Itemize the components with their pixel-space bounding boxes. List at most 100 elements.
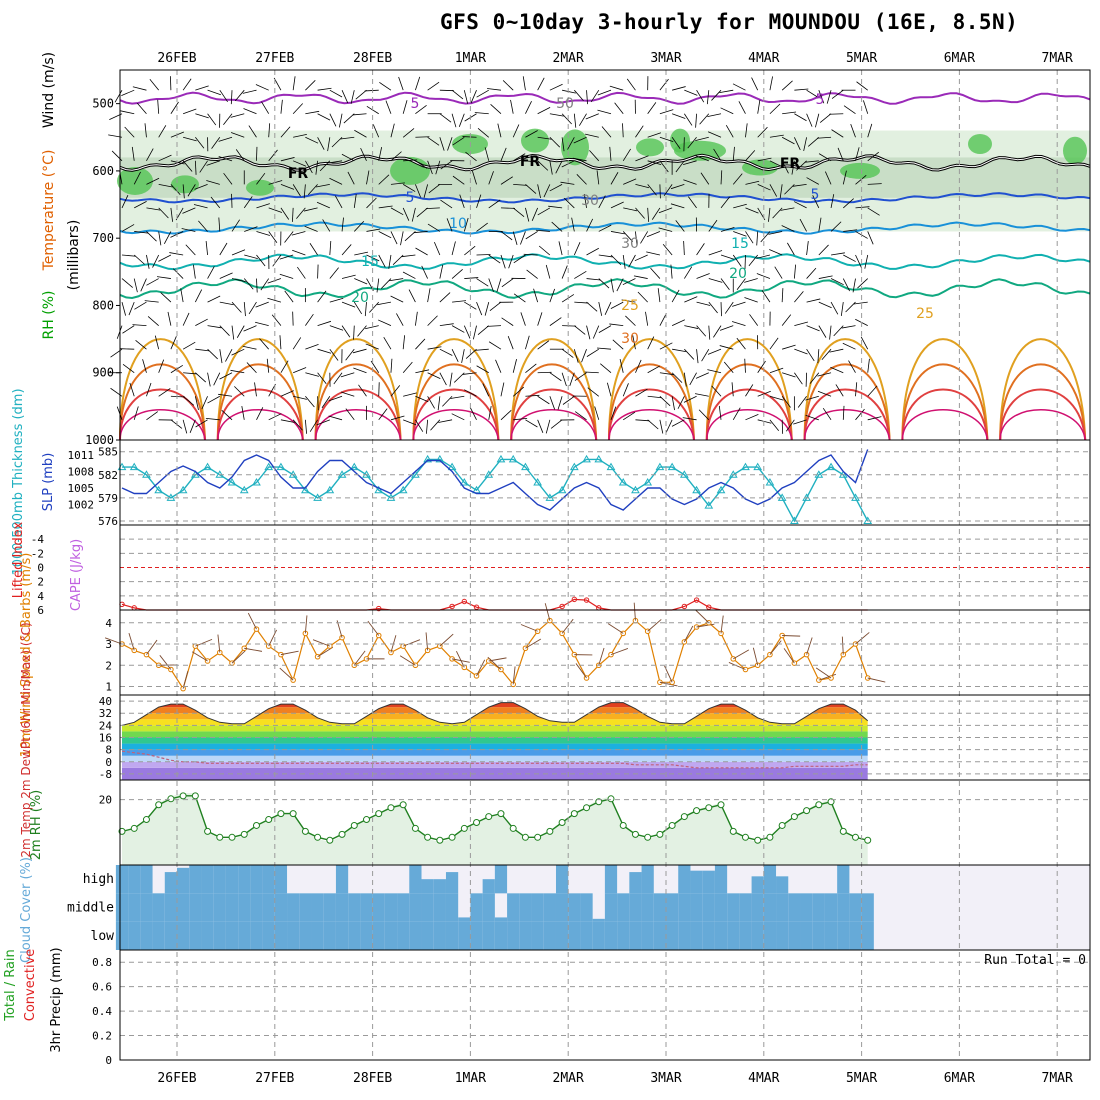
wind-barb	[292, 184, 301, 197]
wind-barb	[796, 160, 807, 171]
cloud-bar	[641, 921, 654, 950]
wind-barb	[415, 247, 428, 256]
upper-air-ylabel: (millibars)	[66, 220, 82, 291]
wind-barb	[695, 113, 697, 128]
wind-barb	[549, 160, 553, 175]
wind-barb	[718, 405, 722, 420]
wind-barb	[305, 344, 319, 350]
wind-barb	[628, 254, 636, 268]
wind-barb	[720, 278, 730, 290]
wind-barb	[366, 254, 380, 262]
wind-barb	[135, 340, 147, 350]
wind-barb	[744, 278, 758, 283]
wind-barb	[694, 393, 709, 397]
wind-barb	[291, 231, 306, 236]
wind-barb	[353, 193, 357, 208]
wind-barb	[231, 278, 246, 283]
wind-barb	[378, 205, 393, 209]
wind-barb	[843, 254, 856, 262]
wind-barb	[863, 100, 869, 114]
pressure-tick-label: 900	[92, 366, 114, 380]
wind-barb	[594, 406, 600, 420]
cloud-bar	[409, 865, 422, 894]
wind-barb	[402, 100, 408, 114]
cloud-bar	[653, 893, 667, 922]
cloud-bar	[250, 893, 263, 922]
wind-barb	[219, 372, 233, 380]
wind-barb	[646, 251, 660, 256]
wind-barb	[817, 390, 832, 397]
wind10-barb	[733, 649, 750, 660]
wind-barb	[562, 89, 576, 94]
wind-barb	[732, 173, 743, 185]
wind-barb	[390, 385, 401, 397]
wind-barb	[500, 147, 507, 161]
wind-barb	[267, 297, 282, 303]
wind-barb	[749, 314, 759, 326]
lifted-tick-label: -4	[31, 533, 45, 546]
wind-barb	[292, 160, 307, 167]
cloud-bar	[837, 893, 850, 922]
cloud-bar	[543, 893, 556, 922]
wind-barb	[402, 335, 406, 350]
wind-barb	[248, 125, 257, 138]
cloud-bar	[164, 893, 178, 922]
wind-barb	[340, 391, 355, 397]
wind-barb	[396, 313, 404, 326]
cloud-bar	[800, 921, 813, 950]
wind-barb	[780, 207, 795, 211]
wind-barb	[340, 136, 355, 140]
wind-barb	[280, 183, 295, 190]
temp-contour-lobe	[608, 363, 695, 441]
wind-barb	[321, 396, 331, 409]
wind-barb	[465, 348, 477, 359]
cloud-bar	[837, 921, 850, 950]
wind-barb	[341, 325, 351, 338]
rh2m-point	[558, 819, 566, 826]
temp-color-band	[122, 767, 868, 780]
wind-barb	[244, 254, 258, 260]
thickness-ylabel: 1000-500mb Thickness (dm)	[11, 388, 26, 575]
wind-barb	[748, 254, 759, 267]
wind-barb	[818, 325, 827, 338]
cloud-bar	[739, 921, 752, 950]
rh2m-point	[852, 833, 859, 841]
rh2m-point	[803, 807, 811, 815]
wind-barb	[402, 207, 410, 221]
temp-contour-10	[119, 221, 1091, 235]
slp-tick-label: 1002	[68, 499, 95, 512]
wind-barb	[316, 419, 330, 426]
wind-barb	[474, 348, 489, 351]
temp-tick-label: 40	[99, 695, 112, 708]
wind-barb	[557, 396, 563, 410]
wind10-barb	[783, 648, 795, 664]
wind-barb	[812, 195, 820, 209]
wind-barb	[488, 278, 494, 292]
wind-barb	[347, 171, 355, 185]
rh2m-point	[277, 810, 285, 818]
wind-barb	[525, 100, 532, 114]
cloud-bar	[678, 865, 691, 894]
wind-barb	[404, 231, 416, 242]
thickness-point	[741, 462, 750, 471]
temp-contour-5	[119, 192, 1091, 204]
cloud-bar	[531, 893, 544, 922]
wind-barb	[463, 217, 469, 232]
wind10-barb	[720, 615, 724, 634]
rh2m-point	[387, 804, 395, 812]
wind-barb	[476, 278, 489, 287]
wind-barb	[198, 220, 208, 232]
wind-barb	[647, 160, 662, 166]
temp-color-band	[122, 725, 868, 732]
lifted-index-point	[706, 604, 712, 610]
cloud-bar	[702, 870, 715, 894]
cloud-bar	[812, 893, 825, 922]
temp-contour-lobe	[705, 338, 793, 441]
wind10-barb	[520, 624, 538, 632]
cloud-bar	[629, 921, 642, 950]
wind-barb	[206, 160, 220, 166]
wind-barb	[182, 207, 196, 214]
thickness-point	[765, 478, 775, 486]
pressure-tick-label: 500	[92, 97, 114, 111]
wind-barb	[545, 419, 551, 434]
